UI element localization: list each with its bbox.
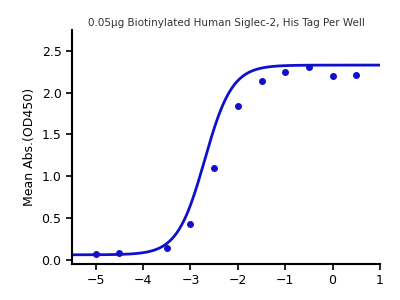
Y-axis label: Mean Abs.(OD450): Mean Abs.(OD450): [23, 88, 36, 206]
Title: 0.05μg Biotinylated Human Siglec-2, His Tag Per Well: 0.05μg Biotinylated Human Siglec-2, His …: [88, 18, 364, 28]
